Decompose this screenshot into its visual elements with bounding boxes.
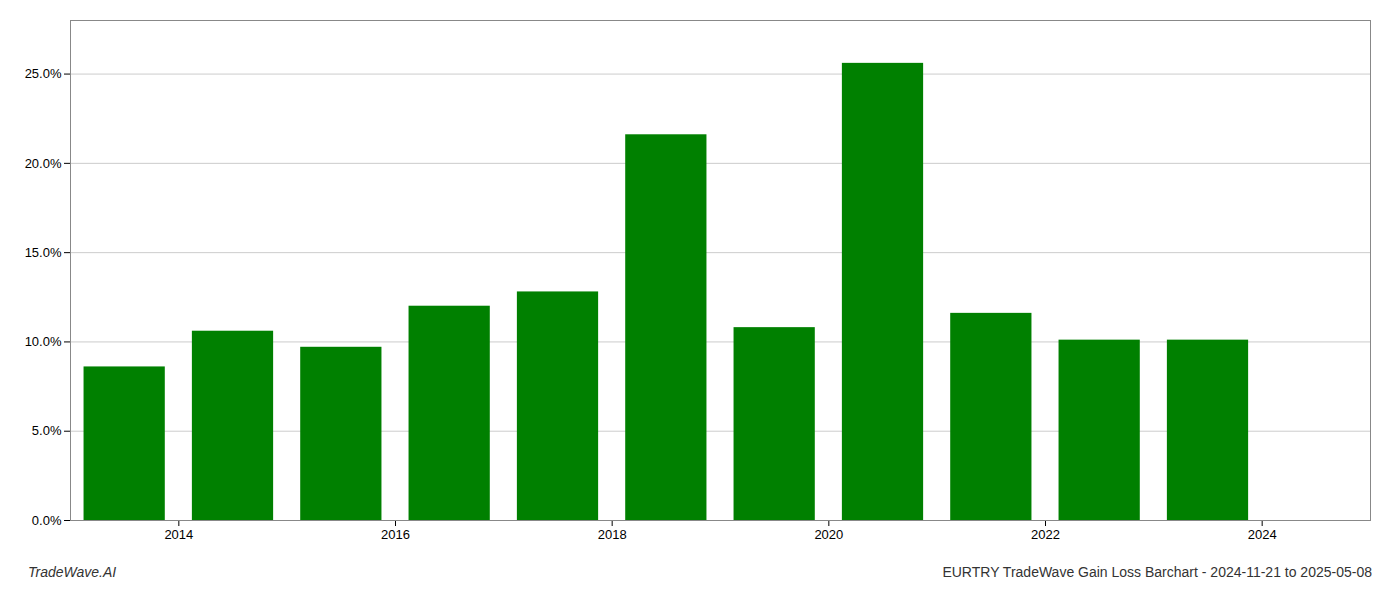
svg-text:2024: 2024 (1248, 527, 1277, 542)
svg-text:2016: 2016 (381, 527, 410, 542)
svg-text:2014: 2014 (164, 527, 193, 542)
html-text:TradeWave.AI: TradeWave.AI (28, 564, 117, 580)
html-text:EURTRY TradeWave Gain Loss Bar: EURTRY TradeWave Gain Loss Barchart - 20… (942, 564, 1372, 580)
svg-text:20.0%: 20.0% (25, 156, 62, 171)
svg-text:5.0%: 5.0% (32, 423, 62, 438)
svg-text:25.0%: 25.0% (25, 66, 62, 81)
svg-text:2022: 2022 (1031, 527, 1060, 542)
svg-text:2018: 2018 (598, 527, 627, 542)
svg-text:15.0%: 15.0% (25, 245, 62, 260)
svg-text:10.0%: 10.0% (25, 334, 62, 349)
svg-text:2020: 2020 (814, 527, 843, 542)
svg-text:0.0%: 0.0% (32, 513, 62, 528)
